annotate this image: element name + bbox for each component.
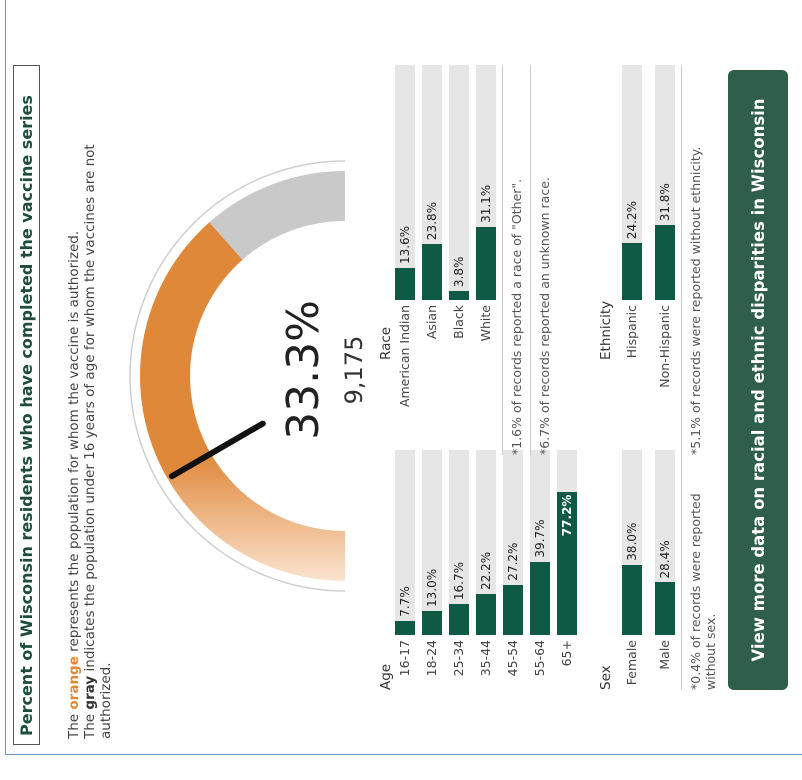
value-label: 3.8%	[452, 256, 466, 288]
value-label: 13.6%	[398, 225, 412, 265]
note: *0.4% of records were reported without s…	[681, 450, 718, 690]
note: *1.6% of records reported a race of "Oth…	[502, 65, 524, 455]
bar-label: 25-34	[451, 640, 466, 677]
gauge-unauthorized	[209, 171, 345, 260]
bar-label: White	[478, 305, 493, 342]
gauge-count: 9,175	[340, 336, 368, 405]
bar-label: 16-17	[397, 640, 412, 677]
value-label: 38.0%	[625, 522, 639, 561]
value-label: 7.7%	[398, 586, 412, 617]
bar-label: Black	[451, 305, 466, 339]
bar-label: Female	[624, 640, 639, 686]
bar-label: 35-44	[478, 640, 493, 677]
value-label: 16.7%	[452, 561, 466, 601]
value-label: 31.8%	[658, 183, 672, 222]
note: *5.1% of records were reported without e…	[681, 65, 703, 455]
value-label: 77.2%	[560, 494, 574, 537]
bar	[530, 561, 550, 635]
bar-label: 18-24	[424, 640, 439, 677]
link-button[interactable]: View more data on racial and ethnic disp…	[728, 70, 788, 690]
gauge-authorized	[140, 222, 243, 479]
value-label: 39.7%	[533, 519, 547, 558]
bar	[449, 291, 469, 300]
value-label: 31.1%	[479, 184, 493, 223]
bar	[622, 564, 642, 635]
value-label: 13.0%	[425, 568, 439, 607]
bar-label: 45-54	[505, 640, 520, 677]
bar-label: Asian	[424, 305, 439, 340]
value-label: 24.2%	[625, 201, 639, 240]
bar	[422, 610, 442, 635]
bar	[449, 604, 469, 635]
bar-label: Hispanic	[624, 305, 639, 359]
value-label: 23.8%	[425, 201, 439, 241]
bar-label: Non-Hispanic	[657, 305, 672, 388]
value-label: 27.2%	[506, 542, 520, 581]
bar	[395, 268, 415, 300]
bar-label: American Indian	[397, 305, 412, 408]
panel-title: Race	[378, 326, 394, 360]
value-label: 22.2%	[479, 551, 493, 590]
panel-title: Ethnicity	[598, 300, 614, 360]
panel-title: Sex	[598, 665, 614, 690]
bar	[476, 226, 496, 300]
gauge-needle	[168, 420, 266, 480]
panel-title: Age	[378, 663, 394, 690]
bar	[655, 225, 675, 300]
bar-label: 65+	[559, 640, 574, 667]
bar-label: 55-64	[532, 640, 547, 677]
gauge-completed	[167, 453, 345, 581]
bar	[395, 620, 415, 635]
value-label: 28.4%	[658, 540, 672, 579]
bar	[503, 584, 523, 635]
bar-label: Male	[657, 640, 672, 670]
bar-track	[395, 65, 415, 300]
note: *6.7% of records reported an unknown rac…	[530, 65, 552, 455]
bar-track	[422, 450, 442, 635]
gauge-outline	[129, 160, 346, 592]
bar	[622, 243, 642, 300]
bar	[422, 244, 442, 300]
gauge-value: 33.3%	[278, 300, 329, 440]
bar	[476, 593, 496, 635]
bar	[655, 582, 675, 635]
